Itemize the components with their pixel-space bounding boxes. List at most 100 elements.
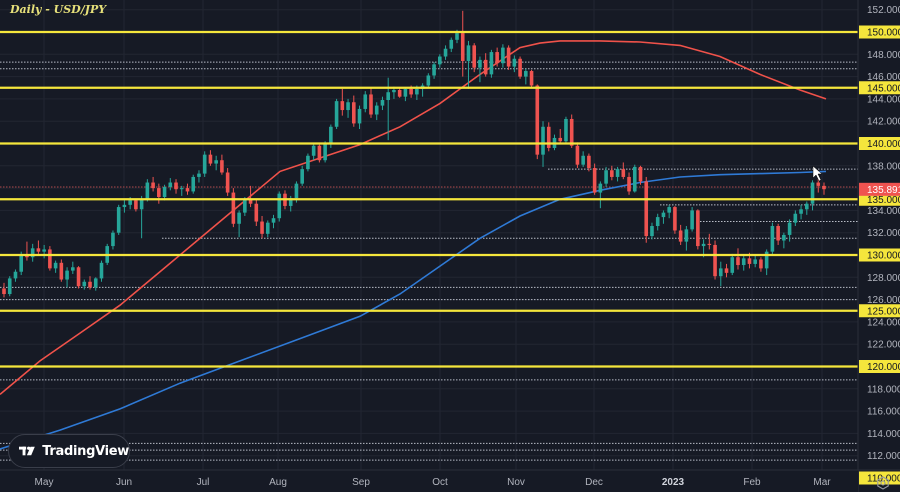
candle [804,201,809,215]
candle [770,222,775,255]
ma-red-line [0,40,827,396]
candle [524,68,528,85]
key-level-price-badge [859,192,900,206]
candle [13,269,18,282]
candle [478,56,482,83]
candle [483,53,488,77]
candle [575,142,580,169]
price-tick-label: 122.000 [867,340,900,351]
candle [323,141,327,163]
candle [822,182,826,195]
time-tick-label: 2023 [662,477,685,488]
chart-settings-gear-icon[interactable] [876,476,890,490]
candle [185,183,190,195]
candle [644,176,649,243]
candle [546,122,551,152]
candle [65,267,69,288]
candle [535,84,540,160]
key-level-price-label: 140.000 [867,139,900,150]
candle [76,266,81,289]
candle [260,215,264,239]
price-tick-label: 112.000 [867,451,900,462]
candle [311,143,316,161]
candle [426,73,431,88]
candle [265,220,270,238]
candle [673,205,677,234]
price-tick-label: 138.000 [867,161,900,172]
candle [627,172,631,195]
candle [208,150,213,166]
key-level-price-badge [859,471,900,485]
price-tick-label: 124.000 [867,317,900,328]
candle [707,233,712,250]
candle [529,69,534,88]
candle [300,165,304,186]
candle [397,87,402,98]
candle [718,261,723,287]
candle [346,98,350,118]
candle [615,166,620,182]
candle [690,207,694,232]
last-price-badge [859,182,900,196]
grid-lines [0,0,858,470]
candle [168,178,173,191]
cursor-arrow-icon [812,165,823,182]
candle [179,185,184,196]
price-tick-label: 118.000 [867,384,900,395]
candle [317,144,322,163]
candle [587,153,591,172]
key-level-price-label: 120.000 [867,362,900,373]
candle [449,37,454,53]
candle [59,259,64,282]
candle [225,168,230,196]
candle [684,226,689,251]
candle [111,230,115,250]
time-tick-label: Feb [743,477,761,488]
candle [782,232,786,249]
candle [42,244,46,259]
candle [162,184,167,201]
candle [99,260,104,282]
key-level-price-badge [859,81,900,95]
candle [610,165,614,181]
price-tick-label: 146.000 [867,72,900,83]
candle [374,102,379,121]
candle [82,279,87,290]
chart-title: Daily - USD/JPY [10,3,107,16]
moving-average-lines [0,40,827,450]
candle [592,163,597,195]
candle [237,210,241,238]
tradingview-logo[interactable]: TradingView [8,434,130,468]
price-axis[interactable]: 152.000 148.000 146.000 144.000 142.000 138.0… [857,0,900,492]
key-level-price-badge [859,248,900,262]
candle [638,165,643,185]
candle [569,114,574,148]
price-tick-label: 142.000 [867,117,900,128]
candle [759,257,763,272]
candle [678,224,683,245]
price-tick-label: 134.000 [867,206,900,217]
candle [632,164,637,193]
candle [506,45,511,70]
candle [604,166,608,187]
candle [810,180,815,211]
time-tick-label: May [35,477,54,488]
time-axis[interactable]: May Jun Jul Aug Sep Oct Nov Dec 2023 Feb Mar [0,469,900,492]
candle [122,200,127,213]
candle [581,151,585,167]
candle [334,98,339,130]
key-level-price-label: 125.000 [867,306,900,317]
candle [793,210,798,227]
key-level-price-badge [859,304,900,318]
candle [380,96,385,111]
candle [277,191,282,222]
candle [724,263,729,278]
candle [214,155,218,171]
candle [369,87,373,118]
time-tick-label: Aug [269,477,287,488]
candle [432,62,436,79]
candle [2,282,6,298]
candle [351,95,356,127]
